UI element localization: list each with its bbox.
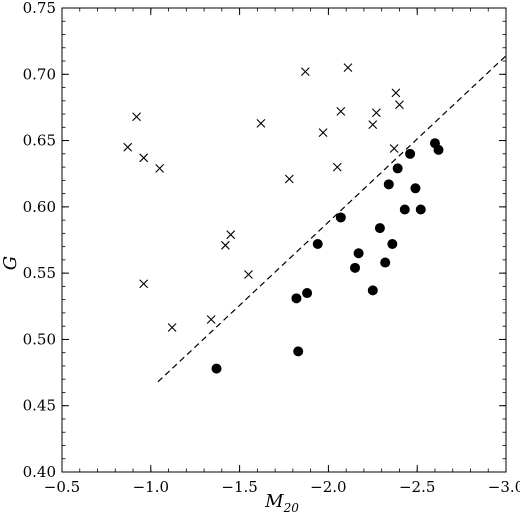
cross-point xyxy=(132,112,141,122)
plot-frame xyxy=(61,7,507,473)
cross-point xyxy=(343,63,353,73)
x-tick-label: −2.0 xyxy=(310,478,346,496)
y-tick-label: 0.65 xyxy=(23,132,56,150)
circle-point xyxy=(433,144,444,155)
cross-point xyxy=(244,270,253,279)
cross-point xyxy=(300,67,310,77)
cross-point xyxy=(336,107,346,116)
cross-stroke xyxy=(123,142,133,152)
cross-stroke xyxy=(343,63,353,73)
cross-point xyxy=(368,120,378,130)
cross-point xyxy=(123,142,133,152)
y-tick-label: 0.40 xyxy=(23,463,56,481)
circle-point xyxy=(374,223,385,234)
circle-point xyxy=(302,288,313,299)
circle-point xyxy=(399,204,410,215)
cross-stroke xyxy=(139,153,149,163)
cross-point xyxy=(256,118,266,128)
cross-stroke xyxy=(206,315,216,324)
cross-stroke xyxy=(300,67,310,77)
circle-point xyxy=(353,248,364,259)
cross-stroke xyxy=(371,108,381,118)
circle-point xyxy=(383,179,394,190)
x-tick-label: −1.0 xyxy=(133,478,169,496)
cross-stroke xyxy=(221,240,230,250)
cross-point xyxy=(284,174,294,184)
cross-stroke xyxy=(391,88,401,98)
cross-stroke xyxy=(226,230,236,240)
circle-point xyxy=(211,363,222,374)
cross-stroke xyxy=(139,279,149,289)
cross-stroke xyxy=(368,120,378,130)
cross-stroke xyxy=(256,118,266,128)
circle-point xyxy=(291,293,302,304)
cross-stroke xyxy=(244,270,253,279)
circle-point xyxy=(405,148,416,159)
dashed-divider-line xyxy=(157,55,507,383)
y-tick-label: 0.50 xyxy=(23,330,56,348)
cross-stroke xyxy=(132,112,141,122)
circle-point xyxy=(387,238,398,249)
circle-point xyxy=(350,262,361,273)
cross-point xyxy=(391,88,401,98)
series-circle-markers xyxy=(211,138,444,374)
cross-point xyxy=(167,323,177,332)
y-tick-label: 0.45 xyxy=(23,397,56,415)
circle-point xyxy=(312,238,323,249)
cross-stroke xyxy=(336,107,346,116)
cross-point xyxy=(139,153,149,163)
cross-point xyxy=(139,279,149,289)
plot-area-border xyxy=(61,7,507,473)
cross-point xyxy=(395,100,404,110)
cross-stroke xyxy=(155,164,165,173)
circle-point xyxy=(410,183,421,194)
y-axis-title: G xyxy=(0,256,21,270)
x-tick-label: −3.0 xyxy=(488,478,520,496)
cross-point xyxy=(226,230,236,240)
y-tick-label: 0.60 xyxy=(23,198,56,216)
cross-point xyxy=(155,164,165,173)
circle-point xyxy=(380,257,391,268)
cross-stroke xyxy=(395,100,404,110)
cross-stroke xyxy=(284,174,294,184)
cross-stroke xyxy=(389,144,399,153)
cross-point xyxy=(332,162,342,172)
dividing-line xyxy=(157,55,507,383)
cross-stroke xyxy=(332,162,342,172)
circle-point xyxy=(392,163,403,174)
circle-point xyxy=(293,346,304,357)
y-tick-label: 0.75 xyxy=(23,0,56,17)
cross-point xyxy=(221,240,230,250)
cross-point xyxy=(318,128,328,138)
x-tick-label: −0.5 xyxy=(44,478,80,496)
x-axis-title: M20 xyxy=(264,491,299,515)
circle-point xyxy=(415,204,426,215)
cross-stroke xyxy=(318,128,328,138)
x-tick-label: −2.5 xyxy=(399,478,435,496)
cross-point xyxy=(389,144,399,153)
series-cross-markers xyxy=(123,63,404,332)
cross-point xyxy=(206,315,216,324)
cross-point xyxy=(371,108,381,118)
y-tick-label: 0.55 xyxy=(23,264,56,282)
cross-stroke xyxy=(167,323,177,332)
circle-point xyxy=(367,285,378,296)
y-tick-label: 0.70 xyxy=(23,65,56,83)
x-tick-label: −1.5 xyxy=(221,478,257,496)
axis-ticks: −0.5 −1.0 −1.5 −2.0 −2.5 −3.0 0.40 0.45 0.50 0.55… xyxy=(23,0,520,496)
circle-point xyxy=(335,212,346,223)
